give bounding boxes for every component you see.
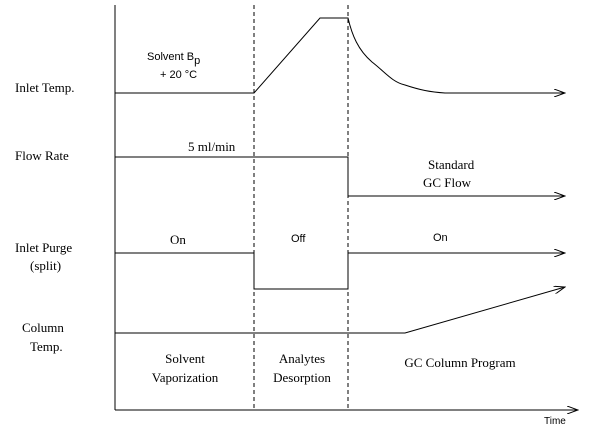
row-label: Flow Rate: [15, 148, 69, 163]
annotation: + 20 °C: [160, 69, 197, 81]
row-label: Temp.: [30, 339, 63, 354]
row-label: Column: [22, 320, 64, 335]
annotation: Off: [291, 233, 306, 245]
annotation-text: Solvent B: [147, 51, 194, 63]
annotation-subscript: p: [194, 55, 200, 67]
phase-label: Analytes: [279, 351, 325, 366]
annotation: Standard: [428, 157, 475, 172]
annotation: Solvent Bp: [147, 51, 200, 67]
phase-label: Solvent: [165, 351, 205, 366]
x-axis-label: Time: [544, 416, 566, 427]
row-label: Inlet Temp.: [15, 80, 75, 95]
annotation: GC Flow: [423, 175, 472, 190]
phase-label: Vaporization: [152, 370, 219, 385]
phase-label: Desorption: [273, 370, 331, 385]
row-label: (split): [30, 258, 61, 273]
traces: [115, 17, 565, 334]
axes: [114, 5, 578, 410]
phase-label: GC Column Program: [404, 355, 515, 370]
row-label: Inlet Purge: [15, 240, 72, 255]
annotation: On: [170, 232, 186, 247]
annotation: On: [433, 232, 448, 244]
annotation: 5 ml/min: [188, 139, 236, 154]
